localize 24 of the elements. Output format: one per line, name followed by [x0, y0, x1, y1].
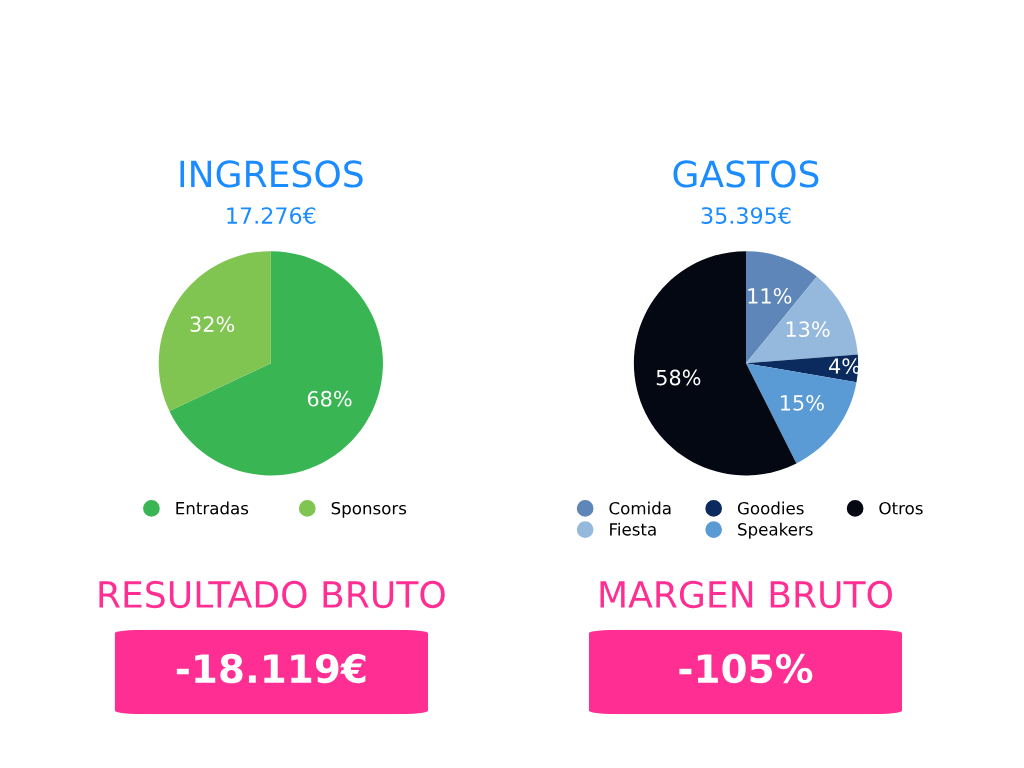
legend-label: Fiesta: [610, 522, 656, 536]
text: -18.119€: [176, 653, 366, 684]
pie-slice: [169, 251, 383, 476]
legend-label: Speakers: [738, 522, 813, 539]
text: RESULTADO BRUTO: [99, 580, 445, 609]
data-label: 58%: [656, 369, 701, 386]
pie-slice: [745, 354, 859, 383]
data-label: 68%: [307, 390, 352, 407]
data-label: 11%: [748, 288, 792, 304]
legend-label: Goodies: [737, 501, 804, 515]
legend-label: Comida: [609, 501, 671, 515]
data-label: 32%: [190, 316, 235, 333]
data-label: 13%: [786, 321, 830, 338]
text: MARGEN BRUTO: [600, 580, 892, 609]
chart-subtitle: 35.395€: [701, 207, 791, 224]
chart-title: INGRESOS: [180, 160, 363, 188]
text: -105%: [679, 653, 813, 684]
legend-label: Sponsors: [331, 501, 407, 518]
pie-slice: [158, 251, 271, 412]
legend-label: Entradas: [176, 501, 249, 515]
chart-title: GASTOS: [673, 160, 819, 188]
data-label: 15%: [780, 394, 824, 411]
chart-subtitle: 17.276€: [227, 207, 316, 224]
legend-label: Otros: [879, 501, 923, 515]
